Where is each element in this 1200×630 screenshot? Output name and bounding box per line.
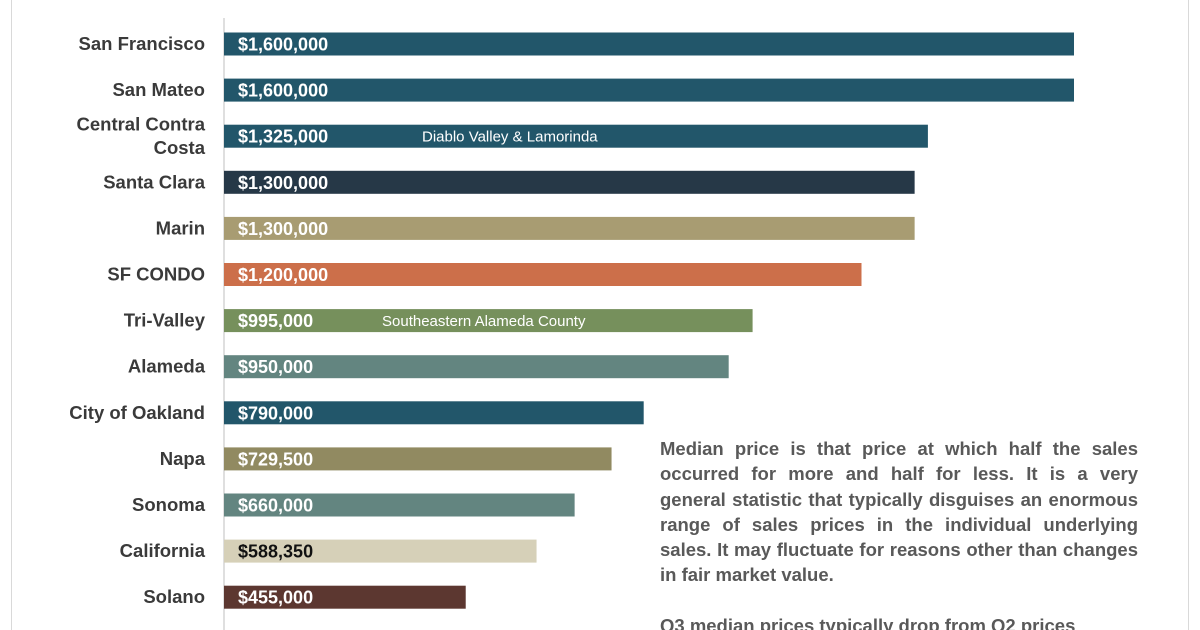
bar-value-label: $1,600,000 — [238, 81, 328, 101]
category-label: California — [120, 540, 206, 561]
bar-value-label: $950,000 — [238, 357, 313, 377]
category-label: Solano — [143, 586, 205, 607]
bar — [224, 170, 915, 194]
bars-layer: $1,600,000 San Francisco $1,600,000 San Mat… — [69, 32, 1074, 609]
bar-row: $588,350 California — [120, 539, 537, 563]
bar-value-label: $1,200,000 — [238, 265, 328, 285]
bar — [224, 493, 575, 517]
bar-row: $995,000 Tri-Valley — [124, 309, 753, 333]
bar-annotation: Southeastern Alameda County — [382, 313, 586, 330]
bar-row: $950,000 Alameda — [128, 355, 729, 379]
bar — [224, 32, 1074, 56]
bar-row: $1,200,000 SF CONDO — [107, 263, 862, 286]
category-label: Sonoma — [132, 494, 206, 515]
bar-value-label: $729,500 — [238, 449, 313, 469]
category-label: San Mateo — [112, 79, 205, 100]
bar-row: $1,300,000 Santa Clara — [103, 170, 915, 194]
category-label: Central Contra Costa — [77, 114, 206, 159]
category-label: City of Oakland — [69, 402, 205, 423]
median-price-explanation: Median price is that price at which half… — [660, 436, 1138, 630]
bar-row: $455,000 Solano — [143, 585, 466, 609]
category-label: Santa Clara — [103, 171, 206, 192]
bar — [224, 355, 729, 379]
bar-annotation: Diablo Valley & Lamorinda — [422, 129, 598, 146]
bar-row: $660,000 Sonoma — [132, 493, 575, 517]
bar-value-label: $1,300,000 — [238, 173, 328, 193]
explanation-paragraph-q3: Q3 median prices typically drop from Q2 … — [660, 614, 1076, 630]
category-label: San Francisco — [79, 33, 205, 54]
bar-value-label: $1,325,000 — [238, 127, 328, 147]
bar — [224, 263, 862, 286]
bar-value-label: $1,300,000 — [238, 219, 328, 239]
bar-value-label: $1,600,000 — [238, 35, 328, 55]
bar — [224, 78, 1074, 102]
bar-value-label: $588,350 — [238, 542, 313, 562]
category-label: Napa — [160, 448, 206, 469]
bar — [224, 124, 928, 148]
category-label: Marin — [156, 217, 205, 238]
bar-row: $729,500 Napa — [160, 447, 612, 471]
bar-row: $1,300,000 Marin — [156, 216, 915, 240]
category-label: SF CONDO — [107, 264, 205, 285]
bar — [224, 309, 753, 333]
slide-frame — [11, 0, 1189, 630]
explanation-paragraph: Median price is that price at which half… — [660, 438, 1138, 586]
bar — [224, 585, 466, 609]
bar-row: $790,000 City of Oakland — [69, 401, 644, 425]
bar — [224, 539, 537, 563]
category-label: Tri-Valley — [124, 310, 206, 331]
bar-value-label: $995,000 — [238, 311, 313, 331]
bar — [224, 401, 644, 425]
bar-value-label: $660,000 — [238, 496, 313, 516]
bar — [224, 447, 612, 471]
bar-row: $1,600,000 San Francisco — [79, 32, 1074, 56]
bar — [224, 216, 915, 240]
category-label: Alameda — [128, 356, 206, 377]
bar-value-label: $790,000 — [238, 403, 313, 423]
bar-row: $1,325,000 Central Contra Costa — [77, 114, 928, 159]
bar-row: $1,600,000 San Mateo — [112, 78, 1074, 102]
bar-value-label: $455,000 — [238, 588, 313, 608]
